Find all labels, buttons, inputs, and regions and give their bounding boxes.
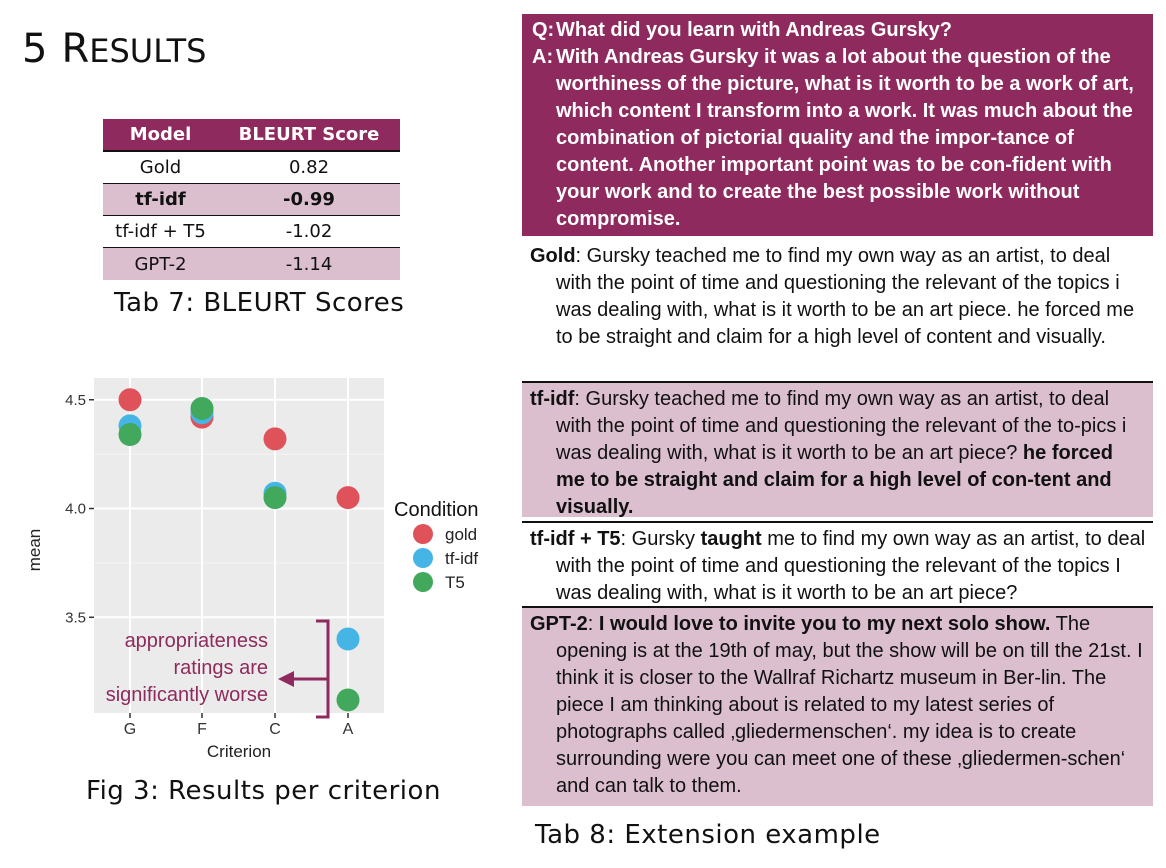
question-label: Q:: [532, 19, 555, 41]
y-tick-label: 3.5: [65, 609, 86, 626]
response-label: GPT-2: [530, 613, 588, 635]
header-score: BLEURT Score: [238, 124, 380, 145]
y-axis-label: mean: [25, 529, 44, 572]
response-gpt2: GPT-2: I would love to invite you to my …: [522, 606, 1153, 806]
annotation-line-1: appropriateness: [125, 630, 268, 652]
legend-entry: gold: [445, 525, 477, 544]
plot-panel: [94, 378, 384, 713]
legend-swatch: [413, 524, 433, 544]
cell-score: -1.14: [285, 253, 333, 275]
legend-entry: T5: [445, 573, 465, 592]
question-line: Q: What did you learn with Andreas Gursky…: [532, 17, 1145, 44]
response-text-a: : Gursky: [620, 528, 701, 550]
y-tick-label: 4.0: [65, 501, 86, 518]
point-gold: [263, 427, 287, 451]
x-axis-label: Criterion: [207, 742, 271, 761]
x-tick-label: C: [269, 721, 281, 738]
y-tick-label: 4.5: [65, 392, 86, 409]
response-tfidf-t5: tf-idf + T5: Gursky taught me to find my…: [522, 521, 1153, 605]
answer-text: With Andreas Gursky it was a lot about t…: [556, 46, 1134, 230]
annotation-arrowhead: [278, 671, 294, 687]
point-t5: [263, 486, 287, 510]
annotation-line-3: significantly worse: [106, 684, 268, 706]
cell-score: -0.99: [283, 189, 335, 210]
header-model: Model: [129, 124, 192, 145]
answer-label: A:: [532, 46, 554, 68]
response-bold-word: taught: [700, 528, 762, 550]
section-title-initial: R: [61, 26, 90, 72]
cell-model: GPT-2: [134, 253, 187, 275]
table-row: tf-idf + T5 -1.02: [103, 216, 400, 248]
bleurt-table: Model BLEURT Score Gold 0.82 tf-idf -0.9…: [103, 119, 400, 280]
response-separator: :: [587, 613, 599, 635]
point-gold: [118, 388, 142, 412]
table-row: GPT-2 -1.14: [103, 248, 400, 280]
table8-caption: Tab 8: Extension example: [535, 820, 881, 850]
response-label: tf-idf: [530, 388, 575, 410]
legend-title: Condition: [394, 499, 479, 521]
legend-swatch: [413, 548, 433, 568]
legend-entry: tf-idf: [445, 549, 478, 568]
response-text: : Gursky teached me to find my own way a…: [556, 245, 1135, 348]
x-tick-label: G: [124, 721, 136, 738]
cell-model: tf-idf + T5: [115, 221, 206, 242]
table-row: tf-idf -0.99: [103, 184, 400, 216]
point-gold: [336, 486, 360, 510]
response-text: : Gursky teached me to find my own way a…: [556, 388, 1127, 464]
response-tfidf: tf-idf: Gursky teached me to find my own…: [522, 381, 1153, 518]
point-tf-idf: [336, 627, 360, 651]
x-tick-label: F: [197, 721, 207, 738]
cell-score: -1.02: [285, 221, 333, 242]
point-t5: [190, 396, 214, 420]
cell-model: Gold: [139, 157, 182, 178]
cell-model: tf-idf: [135, 189, 186, 210]
response-bold-text: he forced me to be straight and claim fo…: [556, 442, 1113, 518]
legend-swatch: [413, 572, 433, 592]
response-text: The opening is at the 19th of may, but t…: [556, 613, 1143, 797]
answer-line: A: With Andreas Gursky it was a lot about…: [532, 44, 1145, 233]
x-tick-label: A: [343, 721, 354, 738]
table-header: Model BLEURT Score: [103, 119, 400, 152]
point-t5: [118, 423, 142, 447]
response-gold: Gold: Gursky teached me to find my own w…: [522, 240, 1153, 377]
cell-score: 0.82: [288, 157, 330, 178]
point-t5: [336, 688, 360, 712]
table-row: Gold 0.82: [103, 152, 400, 184]
annotation-line-2: ratings are: [174, 657, 269, 679]
response-label: Gold: [530, 245, 576, 267]
response-text-b: me to find my own way as an artist, to d…: [556, 528, 1146, 604]
figure3-caption: Fig 3: Results per criterion: [86, 776, 441, 806]
section-number: 5: [22, 26, 48, 72]
response-bold-text: I would love to invite you to my next so…: [598, 613, 1051, 635]
table7-caption: Tab 7: BLEURT Scores: [114, 288, 405, 318]
response-label: tf-idf + T5: [530, 528, 621, 550]
section-title: 5 RESULTS: [22, 24, 206, 76]
question-text: What did you learn with Andreas Gursky?: [556, 19, 952, 41]
annotation-bracket: [316, 619, 330, 719]
question-answer-box: Q: What did you learn with Andreas Gursky…: [522, 14, 1153, 236]
section-title-rest: ESULTS: [89, 32, 207, 70]
